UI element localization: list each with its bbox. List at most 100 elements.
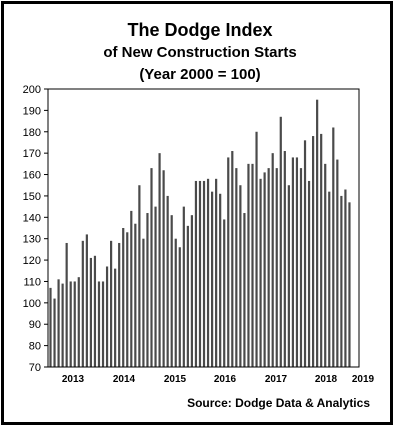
bar (57, 279, 60, 367)
bar (69, 281, 72, 367)
chart-title: The Dodge Index (127, 20, 273, 40)
y-tick-label: 180 (23, 127, 41, 139)
bar (73, 281, 76, 367)
bar (271, 153, 274, 367)
x-axis-year-label: 2015 (164, 374, 187, 385)
bar (49, 287, 52, 367)
bar (235, 168, 238, 367)
plot-area-border (47, 88, 360, 368)
bar (206, 178, 210, 367)
bar (223, 219, 226, 367)
bar (303, 140, 307, 367)
bar-series (49, 99, 351, 368)
bar (126, 232, 129, 367)
bar (344, 189, 347, 367)
bar (275, 168, 278, 367)
bar (146, 213, 149, 367)
x-axis-year-label: 2019 (352, 374, 375, 385)
bar (340, 195, 343, 367)
bar (178, 247, 181, 367)
bar (231, 151, 234, 367)
chart-subtitle-line-2: (Year 2000 = 100) (139, 66, 261, 83)
bar (259, 178, 262, 367)
bar (332, 127, 335, 368)
y-tick-label: 170 (23, 148, 41, 160)
bar (307, 180, 311, 367)
bar (142, 238, 145, 367)
bar (348, 202, 351, 367)
bar (61, 283, 64, 367)
bar (190, 215, 193, 367)
bar (77, 277, 80, 367)
bar (239, 185, 242, 367)
y-tick-label: 160 (23, 170, 41, 182)
bar (134, 223, 137, 367)
bar (81, 240, 84, 367)
y-tick-label: 100 (23, 298, 41, 310)
y-axis-ticks: 70 80 90 100 110 120 130 140 150 160 170 180 190 200 (23, 84, 48, 374)
y-tick-label: 90 (29, 319, 41, 331)
bar (198, 180, 202, 367)
y-tick-label: 140 (23, 212, 41, 224)
bar (122, 228, 125, 367)
bar (283, 151, 286, 367)
bar (316, 99, 319, 367)
bar (219, 193, 222, 367)
bar (194, 180, 198, 367)
bar (101, 281, 105, 367)
bar (202, 180, 206, 367)
bar (65, 242, 68, 367)
bar (324, 163, 327, 367)
bar (182, 206, 185, 367)
x-axis-year-label: 2016 (214, 374, 237, 385)
y-tick-label: 80 (29, 341, 41, 353)
bar (243, 213, 246, 367)
y-tick-label: 120 (23, 255, 41, 267)
bar (174, 238, 177, 367)
bar (279, 116, 282, 367)
bar (170, 215, 173, 367)
bar (97, 281, 101, 367)
bar (85, 234, 88, 367)
y-tick-label: 150 (23, 191, 41, 203)
y-tick-label: 190 (23, 105, 41, 117)
bar (287, 185, 290, 367)
bar (320, 133, 323, 367)
bar (154, 206, 157, 367)
bar (312, 136, 315, 367)
bar (336, 159, 339, 367)
x-axis-labels: 2013 2014 2015 2016 2017 2018 2019 (62, 374, 375, 385)
bar (215, 178, 218, 367)
x-axis-year-label: 2013 (62, 374, 85, 385)
bar (263, 172, 266, 367)
y-tick-label: 70 (29, 362, 41, 374)
bar (227, 157, 230, 367)
bar (291, 157, 294, 367)
bar (299, 168, 303, 367)
bar (93, 255, 97, 367)
y-tick-label: 110 (23, 276, 41, 288)
bar (114, 268, 117, 367)
x-axis-year-label: 2017 (265, 374, 288, 385)
bar (118, 242, 121, 367)
bar (247, 163, 250, 367)
bar (110, 240, 113, 367)
x-axis-year-label: 2014 (113, 374, 136, 385)
bar (295, 157, 299, 367)
bar (186, 225, 189, 367)
bar (105, 266, 109, 367)
bar (267, 168, 270, 367)
bar (328, 191, 331, 367)
chart-source: Source: Dodge Data & Analytics (187, 396, 370, 410)
bar (150, 168, 153, 367)
y-tick-label: 130 (23, 234, 41, 246)
x-axis-year-label: 2018 (315, 374, 338, 385)
bar (162, 170, 165, 367)
y-tick-label: 200 (23, 84, 41, 96)
bar (158, 153, 161, 367)
bar (251, 163, 254, 367)
bar (166, 195, 169, 367)
bar (138, 185, 141, 367)
chart-subtitle-line-1: of New Construction Starts (103, 44, 297, 61)
